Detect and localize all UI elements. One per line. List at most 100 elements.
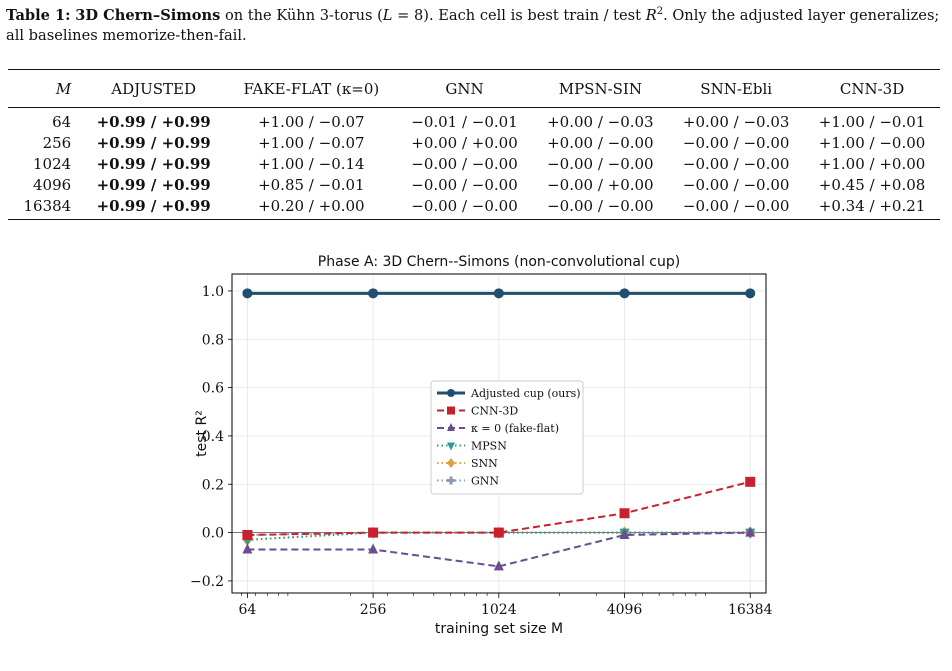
- cell-mpsn-sin: −0.00 / −0.00: [532, 195, 669, 220]
- data-point: [242, 530, 253, 540]
- caption-math-r: R: [645, 7, 657, 24]
- legend-entry: κ = 0 (fake-flat): [471, 422, 559, 435]
- x-tick-label: 4096: [607, 602, 643, 618]
- series-line: [247, 531, 751, 541]
- cell-gnn: +0.00 / +0.00: [411, 133, 518, 152]
- caption-math-l: L: [382, 7, 393, 24]
- table-row: 4096 +0.99 / +0.99 +0.85 / −0.01 −0.00 /…: [8, 174, 940, 195]
- y-tick-label: 0.6: [202, 381, 224, 397]
- y-tick-label: 0.8: [202, 332, 224, 348]
- cell-mpsn-sin: +0.00 / −0.03: [547, 112, 654, 131]
- x-tick-label: 64: [238, 602, 256, 618]
- cell-adjusted: +0.99 / +0.99: [96, 133, 211, 152]
- series-line: [247, 480, 751, 536]
- x-axis-label: training set size M: [435, 621, 563, 637]
- table-row: 1024 +0.99 / +0.99 +1.00 / −0.14 −0.00 /…: [8, 153, 940, 174]
- cell-cnn-3d: +1.00 / −0.00: [818, 133, 926, 152]
- cell-snn-ebli: −0.00 / −0.00: [682, 154, 790, 173]
- data-point: [745, 476, 756, 487]
- y-tick-label: −0.2: [190, 574, 224, 590]
- data-point: [242, 288, 253, 299]
- cell-fake-flat: +0.20 / +0.00: [226, 195, 397, 220]
- caption-text-2: = 8). Each cell is best train / test: [392, 7, 646, 24]
- header-mpsn-sin: MPSN-SIN: [532, 69, 669, 108]
- cell-adjusted: +0.99 / +0.99: [96, 154, 211, 173]
- legend-entry: MPSN: [471, 440, 507, 453]
- cell-gnn: −0.00 / −0.00: [411, 154, 518, 173]
- cell-gnn: −0.00 / −0.00: [411, 175, 518, 194]
- data-point: [745, 526, 756, 537]
- cell-m: 16384: [8, 195, 82, 220]
- cell-fake-flat: +1.00 / −0.14: [258, 154, 365, 173]
- header-cnn-3d: CNN-3D: [804, 69, 940, 108]
- series-adjusted-cup-ours: [242, 288, 756, 299]
- cell-m: 4096: [33, 175, 72, 194]
- legend-swatch-marker: [447, 476, 455, 485]
- cell-cnn-3d: +0.45 / +0.08: [818, 175, 926, 194]
- data-point: [368, 543, 379, 554]
- data-point: [619, 529, 630, 539]
- header-fake-flat: FAKE-FLAT (κ=0): [226, 69, 397, 108]
- table-header-row: M ADJUSTED FAKE-FLAT (κ=0) GNN MPSN-SIN …: [8, 69, 940, 108]
- data-point: [493, 288, 504, 299]
- legend-swatch-marker: [447, 458, 455, 468]
- data-point: [619, 508, 630, 519]
- caption-text-1: on the Kühn 3-torus (: [220, 7, 383, 24]
- data-point: [493, 527, 504, 538]
- chart-legend: Adjusted cup (ours) CNN-3D κ = 0 (fake-fla…: [430, 380, 584, 495]
- legend-entry: Adjusted cup (ours): [470, 387, 581, 400]
- legend-entry: GNN: [471, 475, 499, 488]
- header-adjusted: ADJUSTED: [81, 69, 227, 108]
- cell-mpsn-sin: −0.00 / +0.00: [547, 175, 654, 194]
- legend-swatch-marker: [447, 389, 455, 397]
- chart-title: Phase A: 3D Chern--Simons (non-convoluti…: [318, 254, 680, 270]
- cell-snn-ebli: −0.00 / −0.00: [668, 195, 805, 220]
- y-tick-label: 1.0: [202, 284, 224, 300]
- table-row: 256 +0.99 / +0.99 +1.00 / −0.07 +0.00 / …: [8, 132, 940, 153]
- data-point: [493, 560, 504, 571]
- data-point: [745, 288, 756, 299]
- legend-frame: [430, 380, 584, 495]
- cell-snn-ebli: −0.00 / −0.00: [682, 133, 790, 152]
- table-row: 64 +0.99 / +0.99 +1.00 / −0.07 −0.01 / −…: [8, 108, 940, 133]
- header-gnn: GNN: [396, 69, 533, 108]
- y-tick-label: 0.4: [202, 429, 224, 445]
- cell-adjusted: +0.99 / +0.99: [96, 112, 211, 131]
- cell-fake-flat: +1.00 / −0.07: [258, 133, 365, 152]
- data-point: [242, 543, 253, 554]
- cell-m: 64: [52, 112, 72, 131]
- data-point: [368, 527, 379, 538]
- data-point: [619, 288, 630, 299]
- cell-cnn-3d: +0.34 / +0.21: [804, 195, 940, 220]
- cell-cnn-3d: +1.00 / +0.00: [818, 154, 926, 173]
- legend-entry: SNN: [471, 457, 498, 470]
- legend-swatch-marker: [447, 442, 455, 451]
- cell-fake-flat: +1.00 / −0.07: [258, 112, 365, 131]
- cell-adjusted: +0.99 / +0.99: [81, 195, 227, 220]
- y-tick-label: 0.0: [202, 526, 224, 542]
- cell-m: 256: [42, 133, 72, 152]
- cell-snn-ebli: +0.00 / −0.03: [682, 112, 790, 131]
- series-cnn-3d: [242, 476, 756, 540]
- cell-mpsn-sin: −0.00 / −0.00: [547, 154, 654, 173]
- legend-entry: CNN-3D: [471, 405, 518, 418]
- x-tick-label: 256: [360, 602, 387, 618]
- data-point: [368, 288, 379, 299]
- cell-gnn: −0.01 / −0.01: [411, 112, 518, 131]
- results-table: M ADJUSTED FAKE-FLAT (κ=0) GNN MPSN-SIN …: [8, 69, 940, 220]
- x-tick-label: 16384: [728, 602, 773, 618]
- table-caption: Table 1: 3D Chern–Simons on the Kühn 3-t…: [6, 6, 946, 46]
- cell-gnn: −0.00 / −0.00: [396, 195, 533, 220]
- cell-fake-flat: +0.85 / −0.01: [258, 175, 365, 194]
- y-axis-label: test R²: [194, 410, 210, 457]
- legend-swatch-marker: [447, 423, 455, 431]
- caption-title: 3D Chern–Simons: [75, 7, 221, 24]
- cell-adjusted: +0.99 / +0.99: [96, 175, 211, 194]
- series-0-fake-flat: [242, 526, 756, 571]
- caption-superscript: 2: [656, 6, 664, 18]
- x-tick-label: 1024: [481, 602, 517, 618]
- header-m: M: [8, 69, 82, 108]
- cell-snn-ebli: −0.00 / −0.00: [682, 175, 790, 194]
- cell-mpsn-sin: +0.00 / −0.00: [547, 133, 654, 152]
